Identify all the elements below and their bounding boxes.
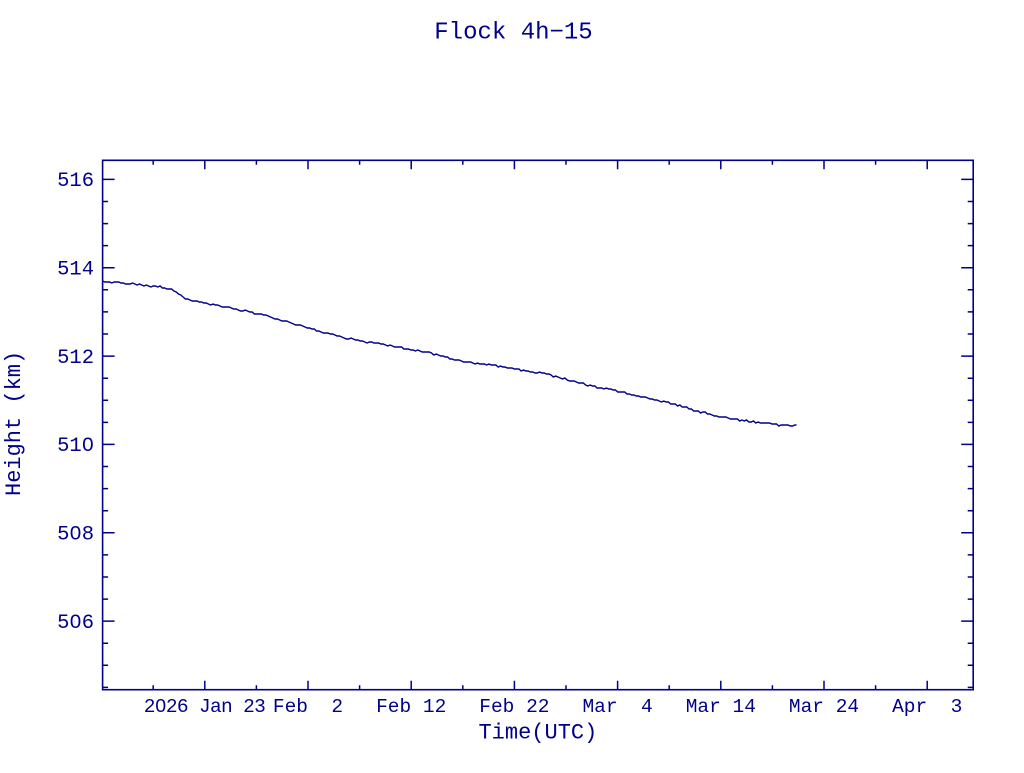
svg-text:Flock 4h−15: Flock 4h−15 <box>434 20 592 47</box>
svg-text:Feb 22: Feb 22 <box>479 696 549 718</box>
svg-text:512: 512 <box>57 347 94 370</box>
svg-text:Time(UTC): Time(UTC) <box>478 721 597 746</box>
svg-text:Mar 14: Mar 14 <box>686 696 756 718</box>
svg-text:Feb 12: Feb 12 <box>376 696 446 718</box>
svg-text:Mar 24: Mar 24 <box>789 696 859 718</box>
svg-text:Mar 4: Mar 4 <box>582 696 652 718</box>
svg-text:Feb 2: Feb 2 <box>273 696 343 718</box>
svg-text:510: 510 <box>57 435 94 458</box>
svg-text:2026 Jan 23: 2026 Jan 23 <box>144 696 266 718</box>
svg-text:Apr 3: Apr 3 <box>892 696 962 718</box>
svg-text:514: 514 <box>57 258 94 281</box>
svg-text:516: 516 <box>57 170 94 193</box>
svg-text:Height (km): Height (km) <box>2 351 27 496</box>
